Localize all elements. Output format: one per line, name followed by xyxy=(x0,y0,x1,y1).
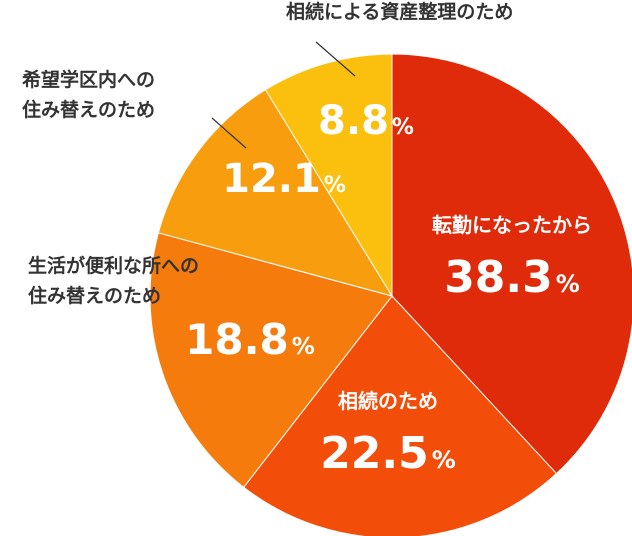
slice-value-label: 12.1% xyxy=(222,156,346,202)
slice-category-label-line: 希望学区内への xyxy=(22,68,155,91)
pie-slice xyxy=(243,295,558,536)
slice-category-label: 相続による資産整理のため xyxy=(286,0,513,23)
slice-category-label-line: 住み替えのため xyxy=(22,98,155,121)
leader-line xyxy=(211,117,247,149)
slice-value-unit: % xyxy=(556,270,580,298)
slice-category-label-line: 住み替えのため xyxy=(28,284,161,307)
pie-slices xyxy=(149,53,632,536)
slice-value-label: 22.5% xyxy=(320,428,456,479)
slice-category-label: 転勤になったから xyxy=(432,213,592,237)
slice-value-unit: % xyxy=(292,334,315,360)
slice-value-unit: % xyxy=(324,173,346,198)
slice-value-number: 18.8 xyxy=(185,315,289,364)
pie-slice xyxy=(157,89,394,297)
leader-line xyxy=(315,41,356,77)
slice-category-label-line: 相続のため xyxy=(338,389,438,413)
slice-value-number: 8.8 xyxy=(318,98,389,144)
slice-value-number: 12.1 xyxy=(222,156,321,202)
slice-category-label: 希望学区内への住み替えのため xyxy=(22,68,155,121)
pie-slice xyxy=(391,53,632,475)
leader-lines xyxy=(211,41,356,149)
slice-category-label: 相続のため xyxy=(338,389,438,413)
slice-value-label: 8.8% xyxy=(318,98,414,144)
slice-category-label-line: 転勤になったから xyxy=(432,213,592,237)
pie-slice xyxy=(149,232,393,488)
slice-category-label-line: 生活が便利な所への xyxy=(28,254,199,277)
slice-category-label-line: 相続による資産整理のため xyxy=(286,0,513,23)
slice-value-unit: % xyxy=(432,446,456,474)
slice-value-label: 38.3% xyxy=(444,252,580,303)
pie-slice xyxy=(264,53,393,298)
slice-value-number: 22.5 xyxy=(320,428,429,479)
slice-value-label: 18.8% xyxy=(185,315,315,364)
slice-value-number: 38.3 xyxy=(444,252,553,303)
slice-value-unit: % xyxy=(392,115,414,140)
slice-category-label: 生活が便利な所への住み替えのため xyxy=(28,254,199,307)
